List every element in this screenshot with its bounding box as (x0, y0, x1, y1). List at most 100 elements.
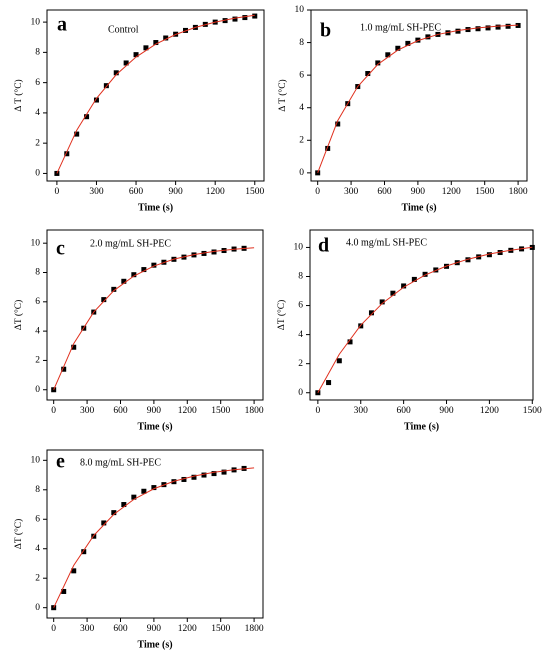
data-point (151, 485, 157, 491)
data-point (191, 474, 197, 480)
y-tick-label: 10 (31, 17, 41, 27)
data-point (71, 344, 77, 350)
data-point (133, 52, 139, 58)
y-tick-label: 2 (298, 359, 303, 369)
fit-line (317, 24, 519, 174)
y-tick-label: 6 (35, 78, 40, 88)
annotation: 8.0 mg/mL SH-PEC (80, 457, 161, 468)
x-tick-label: 1500 (475, 187, 494, 197)
data-point (368, 310, 374, 316)
y-tick-label: 8 (298, 272, 303, 282)
data-point (379, 299, 385, 305)
x-tick-label: 0 (315, 406, 320, 416)
x-tick-label: 300 (344, 187, 359, 197)
y-tick-label: 2 (299, 135, 304, 145)
data-point (395, 45, 401, 51)
data-point (326, 380, 332, 386)
data-point (221, 469, 227, 475)
x-tick-label: 0 (51, 624, 56, 634)
data-point (325, 145, 331, 151)
data-point (505, 23, 511, 29)
plot-frame (46, 9, 265, 182)
x-tick-label: 600 (129, 187, 144, 197)
plot-frame (310, 9, 528, 182)
y-tick-label: 0 (298, 388, 303, 398)
x-tick-label: 1200 (178, 406, 197, 416)
data-point (74, 131, 80, 137)
data-point (143, 45, 149, 51)
x-tick-label: 300 (354, 406, 369, 416)
data-point (131, 272, 137, 278)
panel-letter: d (318, 235, 329, 257)
x-tick-label: 900 (168, 187, 183, 197)
y-tick-label: 2 (35, 573, 40, 583)
y-axis-label: ΔT (°C) (276, 300, 287, 331)
data-point (211, 249, 217, 255)
x-tick-label: 900 (147, 624, 162, 634)
x-tick-label: 1200 (442, 187, 461, 197)
y-tick-label: 2 (35, 138, 40, 148)
data-point (336, 358, 342, 364)
y-tick-label: 10 (31, 238, 41, 248)
fit-line (317, 246, 533, 393)
y-tick-label: 0 (35, 169, 40, 179)
data-point (425, 34, 431, 40)
data-point (181, 476, 187, 482)
y-tick-label: 8 (35, 48, 40, 58)
y-tick-label: 0 (35, 385, 40, 395)
annotation: 2.0 mg/mL SH-PEC (90, 238, 171, 249)
data-point (61, 588, 67, 594)
y-tick-label: 8 (299, 38, 304, 48)
panel: 0 300 600 900 1200 1500 0 2 4 6 8 10 Time (s) ΔT (°C)… (276, 229, 542, 432)
data-point (465, 257, 471, 263)
plot-frame (46, 229, 264, 401)
y-tick-label: 4 (35, 108, 40, 118)
data-point (347, 339, 353, 345)
data-point (433, 267, 439, 273)
x-tick-label: 1800 (245, 406, 264, 416)
y-tick-label: 4 (35, 326, 40, 336)
data-point (153, 40, 159, 46)
data-point (385, 52, 391, 58)
y-axis-label: Δ T (°C) (277, 79, 288, 111)
y-tick-label: 2 (35, 356, 40, 366)
y-tick-label: 0 (299, 168, 304, 178)
data-point (103, 83, 109, 89)
y-tick-label: 8 (35, 268, 40, 278)
y-axis-label: Δ T (°C) (13, 79, 24, 111)
x-tick-label: 300 (80, 624, 95, 634)
y-tick-label: 10 (295, 5, 305, 15)
annotation: Control (108, 24, 139, 35)
data-point (405, 40, 411, 46)
data-point (201, 472, 207, 478)
data-point (64, 151, 70, 157)
y-tick-label: 6 (35, 514, 40, 524)
panel: 0 300 600 900 1200 1500 1800 0 2 4 6 8 10 Time (s) ΔT … (13, 449, 264, 650)
data-point (81, 549, 87, 555)
panel: 0 300 600 900 1200 1500 1800 0 2 4 6 8 10 Time (s) Δ T… (277, 5, 528, 213)
x-tick-label: 300 (80, 406, 95, 416)
x-tick-label: 0 (315, 187, 320, 197)
data-point (475, 26, 481, 32)
x-axis-label: Time (s) (137, 421, 172, 432)
panel-letter: b (320, 20, 331, 42)
x-tick-label: 1800 (509, 187, 528, 197)
x-axis-label: Time (s) (138, 202, 173, 213)
x-axis-label: Time (s) (401, 202, 436, 213)
x-tick-label: 1500 (211, 624, 230, 634)
data-point (242, 15, 248, 21)
y-tick-label: 4 (299, 103, 304, 113)
y-axis-label: ΔT (°C) (13, 519, 24, 550)
data-point (486, 252, 492, 258)
x-tick-label: 900 (411, 187, 426, 197)
data-point (252, 13, 258, 19)
data-point (51, 605, 57, 611)
data-point (121, 278, 127, 284)
x-tick-label: 0 (51, 406, 56, 416)
data-point (141, 267, 147, 273)
x-tick-label: 600 (113, 406, 128, 416)
data-point (123, 60, 129, 66)
plot-frame (309, 229, 534, 401)
data-point (101, 520, 107, 526)
